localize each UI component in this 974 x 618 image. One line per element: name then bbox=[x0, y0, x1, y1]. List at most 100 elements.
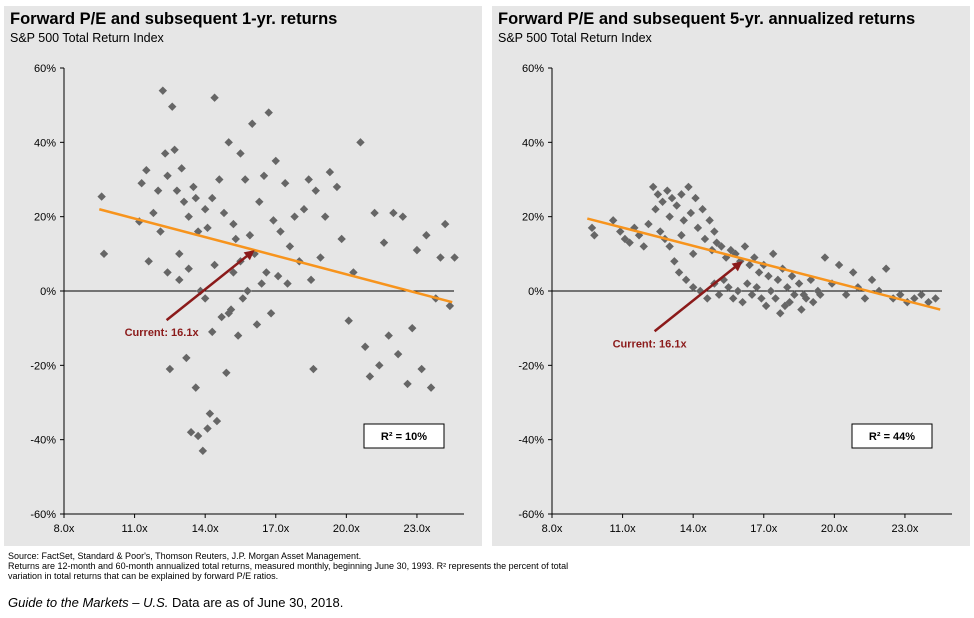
data-point bbox=[703, 294, 712, 303]
data-point bbox=[917, 290, 926, 299]
data-point bbox=[384, 331, 393, 340]
data-point bbox=[743, 279, 752, 288]
y-tick-label: -20% bbox=[30, 360, 56, 372]
data-point bbox=[679, 216, 688, 225]
arrow-line bbox=[653, 263, 740, 333]
data-point bbox=[370, 208, 379, 218]
data-point bbox=[198, 446, 208, 456]
data-point bbox=[848, 268, 858, 277]
x-tick-label: 23.0x bbox=[891, 523, 918, 535]
y-tick-label: -40% bbox=[30, 435, 56, 447]
data-point bbox=[665, 212, 674, 221]
data-point bbox=[264, 108, 273, 117]
y-tick-label: 40% bbox=[522, 137, 544, 149]
data-point bbox=[191, 383, 200, 392]
data-point bbox=[304, 175, 313, 184]
data-point bbox=[705, 216, 714, 225]
x-tick-label: 14.0x bbox=[680, 523, 707, 535]
data-point bbox=[273, 271, 283, 281]
data-point bbox=[170, 145, 179, 154]
data-point bbox=[728, 294, 738, 303]
data-point bbox=[356, 138, 365, 147]
chart-panel-left: Forward P/E and subsequent 1-yr. returns… bbox=[4, 6, 482, 546]
data-point bbox=[316, 253, 325, 262]
chart-title: Forward P/E and subsequent 5-yr. annuali… bbox=[498, 10, 916, 28]
data-point bbox=[417, 364, 426, 374]
data-point bbox=[790, 290, 799, 299]
y-tick-label: 60% bbox=[522, 63, 544, 75]
data-point bbox=[667, 193, 677, 203]
data-point bbox=[219, 208, 229, 218]
data-point bbox=[344, 316, 353, 325]
data-point bbox=[776, 309, 785, 318]
x-tick-label: 14.0x bbox=[192, 523, 219, 535]
data-point bbox=[648, 182, 658, 192]
data-point bbox=[651, 205, 660, 214]
data-point bbox=[262, 268, 271, 277]
data-point bbox=[677, 231, 686, 240]
data-point bbox=[245, 231, 255, 240]
data-point bbox=[691, 193, 700, 203]
data-point bbox=[203, 424, 212, 433]
chart-title: Forward P/E and subsequent 1-yr. returns bbox=[10, 10, 338, 28]
data-point bbox=[137, 179, 146, 188]
data-point bbox=[688, 249, 698, 259]
data-point bbox=[860, 294, 870, 303]
data-point bbox=[688, 283, 698, 292]
data-point bbox=[625, 238, 634, 247]
data-point bbox=[217, 312, 226, 322]
x-tick-label: 20.0x bbox=[333, 523, 360, 535]
data-point bbox=[422, 231, 431, 240]
source-note: Returns are 12-month and 60-month annual… bbox=[8, 561, 569, 571]
arrow-head bbox=[243, 250, 255, 261]
y-tick-label: -20% bbox=[518, 360, 544, 372]
data-point bbox=[787, 271, 797, 281]
data-point bbox=[696, 286, 705, 296]
data-point bbox=[210, 93, 219, 102]
data-point bbox=[813, 286, 823, 296]
data-point bbox=[215, 175, 224, 184]
data-point bbox=[175, 275, 184, 285]
data-point bbox=[182, 353, 191, 363]
data-point bbox=[710, 227, 719, 236]
y-tick-label: 20% bbox=[34, 212, 56, 224]
data-point bbox=[144, 257, 153, 266]
data-point bbox=[179, 197, 189, 206]
source-note: Source: FactSet, Standard & Poor's, Thom… bbox=[8, 551, 362, 561]
x-tick-label: 20.0x bbox=[821, 523, 848, 535]
data-point bbox=[672, 201, 681, 210]
data-point bbox=[276, 227, 285, 236]
data-point bbox=[780, 301, 790, 311]
data-point bbox=[752, 283, 761, 292]
data-point bbox=[252, 320, 262, 329]
data-point bbox=[379, 238, 389, 247]
data-point bbox=[757, 294, 766, 303]
data-point bbox=[700, 234, 710, 244]
data-point bbox=[97, 192, 106, 201]
data-point bbox=[168, 102, 177, 111]
scatter-plot-1yr: -60% -40% -20% 0% 20% 40% 60% 8.0x 11.0x 14.0x 17.… bbox=[30, 63, 464, 535]
x-tick-label: 23.0x bbox=[403, 523, 430, 535]
current-pe-annotation: Current: 16.1x bbox=[613, 338, 688, 350]
data-point bbox=[412, 245, 422, 255]
data-point bbox=[794, 279, 804, 288]
data-point bbox=[590, 231, 599, 240]
data-point bbox=[436, 253, 445, 262]
data-point bbox=[184, 212, 193, 221]
data-point bbox=[229, 268, 238, 277]
y-tick-label: 0% bbox=[40, 286, 56, 298]
data-point bbox=[783, 283, 792, 292]
data-point bbox=[236, 149, 245, 158]
data-point bbox=[238, 294, 248, 303]
data-point bbox=[686, 208, 696, 218]
data-point bbox=[714, 290, 724, 299]
data-point bbox=[271, 156, 280, 166]
arrow-head bbox=[731, 261, 743, 272]
data-point bbox=[365, 372, 375, 381]
data-point bbox=[233, 331, 243, 340]
data-point bbox=[229, 219, 238, 229]
data-point bbox=[184, 264, 193, 273]
data-point bbox=[325, 167, 335, 177]
data-point bbox=[306, 275, 316, 285]
data-point bbox=[754, 268, 764, 277]
